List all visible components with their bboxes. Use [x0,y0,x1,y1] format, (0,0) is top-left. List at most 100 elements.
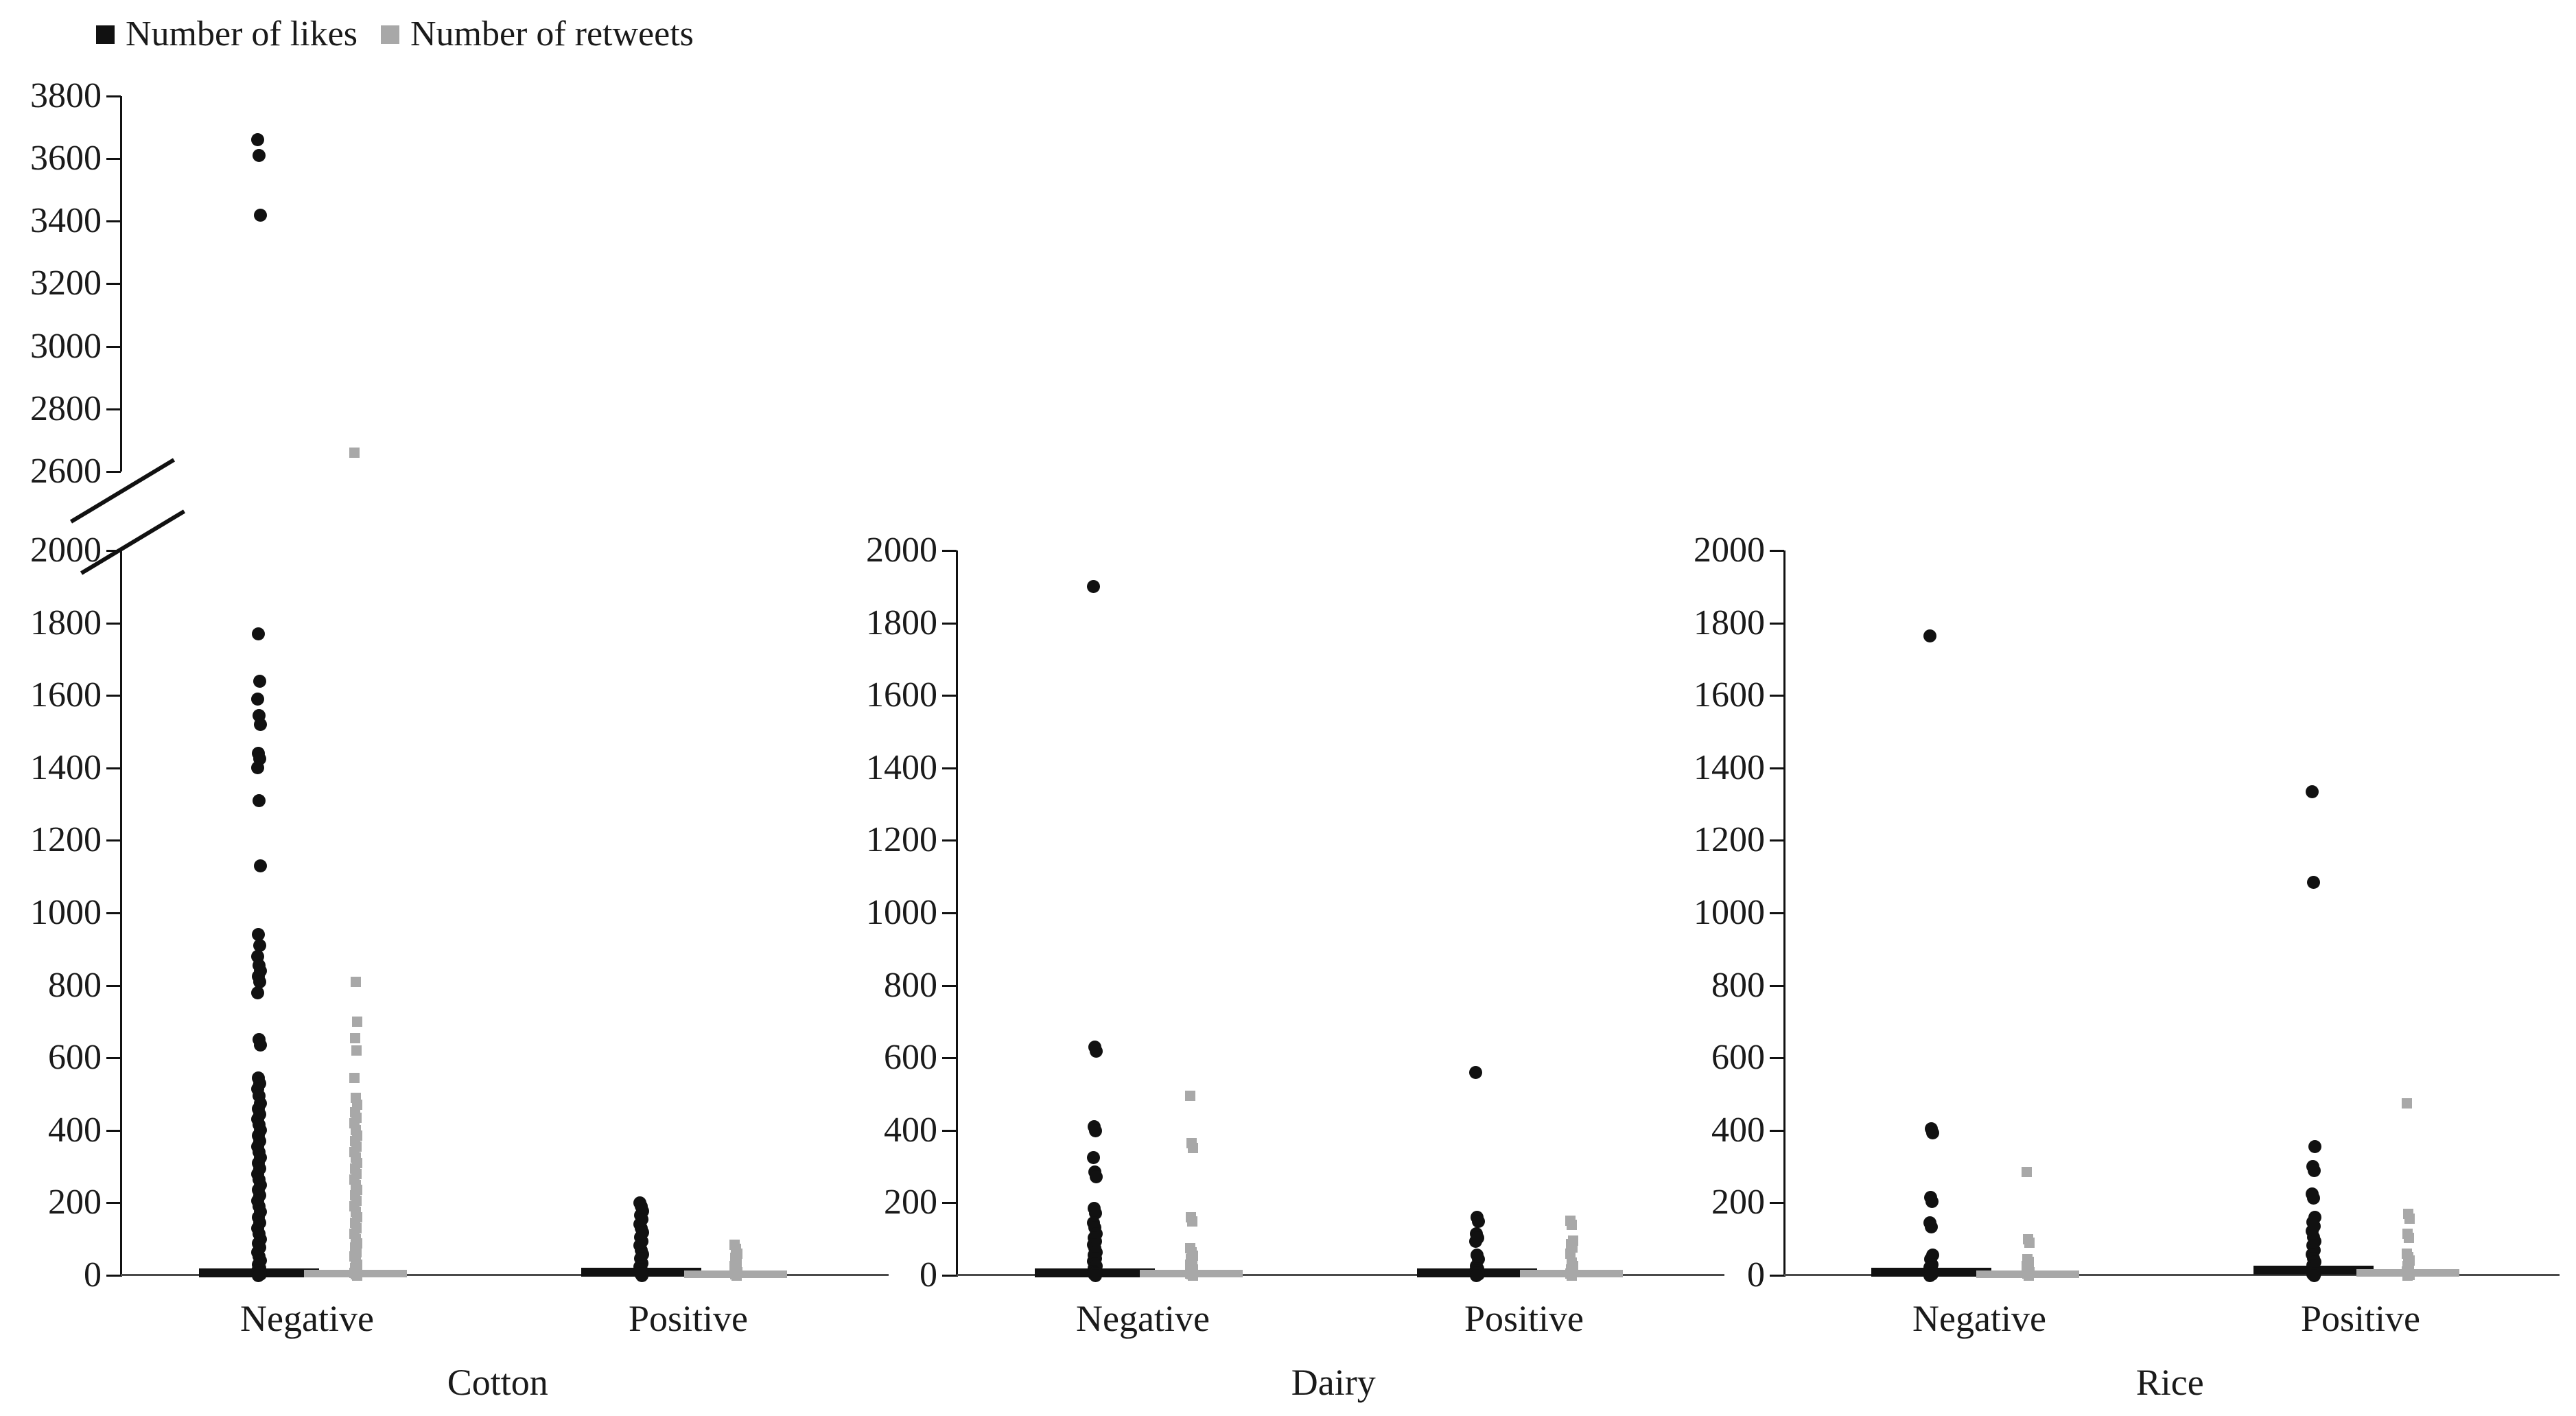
data-point [1566,1270,1577,1281]
data-point [253,208,267,222]
y-axis-tick-label: 400 [48,1110,102,1150]
panel-label: Dairy [1291,1362,1376,1403]
y-axis-tick [1770,550,1784,552]
y-axis-tick [106,283,121,286]
data-point [253,717,267,731]
data-point [1089,1170,1103,1183]
data-point [1566,1219,1577,1230]
y-axis-tick-label: 1400 [866,747,937,787]
y-axis-tick [106,408,121,410]
y-axis-tick [106,471,121,473]
category-label: Negative [1076,1298,1210,1339]
y-axis-tick-label: 1200 [866,820,937,860]
y-axis-line [956,550,958,1277]
y-axis-tick-label: 3800 [30,76,102,115]
y-axis-tick [1770,839,1784,842]
y-axis-tick-label: 1200 [30,820,102,860]
y-axis-tick [106,695,121,697]
data-point [253,939,266,953]
y-axis-tick-label: 2000 [30,531,102,570]
y-axis-tick [942,550,957,552]
category-label: Negative [1912,1298,2046,1339]
y-axis-tick [106,912,121,914]
legend-item-likes: Number of likes [96,15,358,54]
data-point [2401,1098,2412,1109]
y-axis-tick-label: 2000 [866,531,937,570]
y-axis-tick-label: 1400 [30,747,102,787]
legend-item-retweets: Number of retweets [380,14,694,54]
category-label: Positive [2300,1298,2421,1339]
y-axis-tick [1770,622,1784,625]
data-point [351,1270,362,1281]
y-axis-tick [106,345,121,348]
y-axis-tick [942,1275,957,1277]
data-point [2306,1192,2320,1205]
data-point [1468,1065,1482,1079]
y-axis-tick [942,1129,957,1132]
y-axis-tick-label: 1800 [866,603,937,642]
y-axis-tick-label: 600 [48,1038,102,1078]
data-point [252,793,266,807]
data-point [2403,1232,2414,1243]
y-axis-tick-label: 1400 [1694,747,1765,787]
y-axis-tick-label: 800 [884,965,937,1005]
data-point [1186,1216,1197,1227]
x-axis-baseline [957,1274,1724,1276]
y-axis-tick-label: 1600 [866,675,937,715]
y-axis-line [1783,550,1785,1277]
legend: Number of likes Number of retweets [96,15,694,54]
data-point [351,1016,362,1027]
panel-label: Cotton [447,1362,548,1403]
y-axis-tick-label: 3200 [30,264,102,303]
y-axis-tick-label: 1600 [1694,675,1765,715]
y-axis-tick [106,220,121,223]
y-axis-tick [106,1275,121,1277]
y-axis-tick-label: 800 [1711,965,1765,1005]
y-axis-tick [106,1129,121,1132]
y-axis-tick-label: 0 [920,1255,937,1295]
y-axis-tick-label: 1800 [30,603,102,642]
data-point [2023,1270,2034,1281]
y-axis-tick [1770,912,1784,914]
y-axis-tick [942,767,957,769]
y-axis-tick-label: 3400 [30,201,102,241]
y-axis-tick [1770,1129,1784,1132]
data-point [1187,1270,1198,1281]
data-point [1468,1234,1482,1248]
data-point [2024,1237,2035,1248]
y-axis-tick [942,839,957,842]
data-point [1187,1142,1198,1153]
data-point [251,627,265,640]
y-axis-tick-label: 200 [1711,1183,1765,1222]
data-point [2021,1167,2032,1178]
y-axis-tick-label: 600 [884,1038,937,1078]
y-axis-tick-label: 1600 [30,675,102,715]
y-axis-tick [106,984,121,987]
y-axis-tick [942,1057,957,1060]
data-point [2307,1164,2321,1178]
data-point [1184,1091,1195,1102]
data-point [250,133,264,147]
data-point [1923,629,1936,642]
y-axis-tick-label: 200 [48,1183,102,1222]
data-point [2308,1140,2321,1154]
y-axis-tick [106,767,121,769]
y-axis-tick-label: 800 [48,965,102,1005]
y-axis-tick [1770,1057,1784,1060]
data-point [349,1032,360,1043]
y-axis-line [120,550,122,1277]
y-axis-tick-label: 0 [84,1255,102,1295]
y-axis-tick [106,839,121,842]
data-point [635,1268,648,1282]
y-axis-tick [942,622,957,625]
data-point [1088,1124,1102,1138]
y-axis-tick-label: 3600 [30,139,102,178]
legend-label-retweets: Number of retweets [410,14,694,54]
y-axis-tick-label: 0 [1747,1255,1765,1295]
data-point [731,1270,742,1281]
y-axis-tick [1770,1275,1784,1277]
data-point [2404,1214,2415,1225]
data-point [1469,1268,1483,1282]
data-point [1088,1206,1102,1220]
